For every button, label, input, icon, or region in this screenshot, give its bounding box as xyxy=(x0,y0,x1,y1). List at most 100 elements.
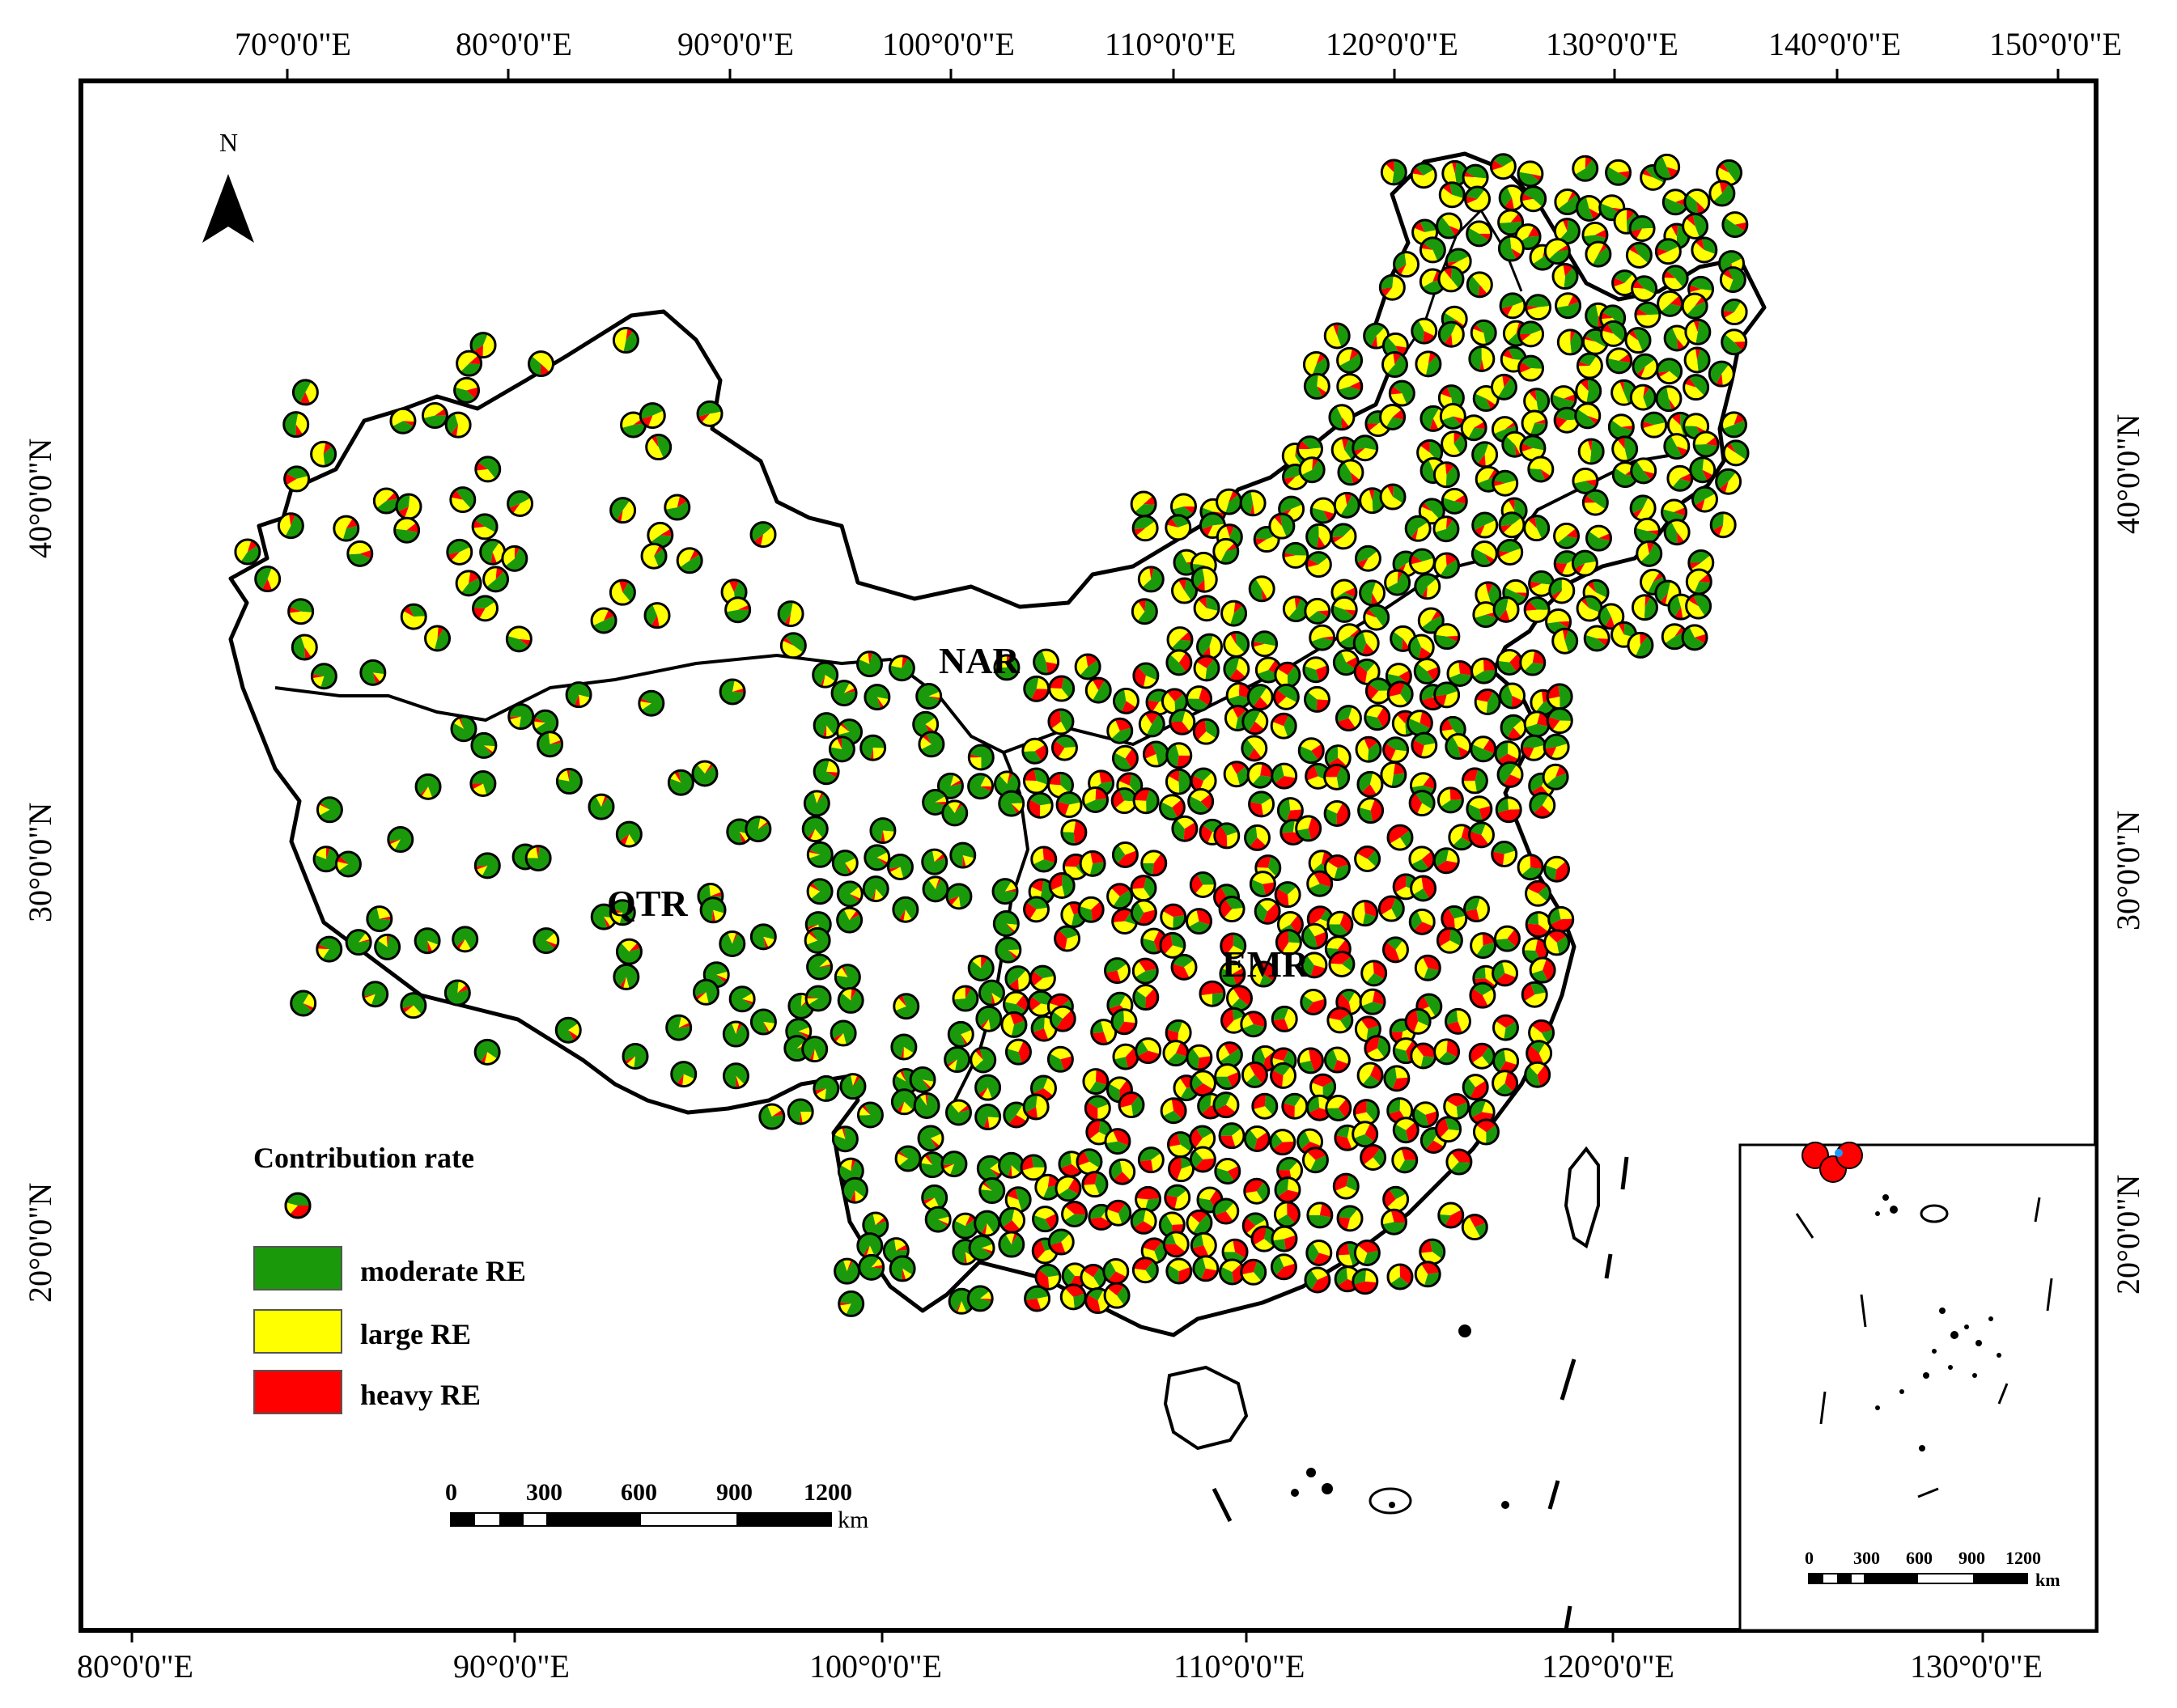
station-pie xyxy=(1414,1261,1441,1288)
inset-scale-tick-label: 300 xyxy=(1853,1548,1880,1568)
station-pie xyxy=(1441,430,1468,458)
station-pie xyxy=(1081,1171,1109,1198)
station-pie xyxy=(1356,770,1384,798)
station-pie xyxy=(1719,266,1746,294)
station-pie xyxy=(944,1099,972,1126)
station-pie xyxy=(501,545,528,572)
station-pie xyxy=(836,906,864,934)
legend-title: Contribution rate xyxy=(253,1142,474,1174)
scale-bar xyxy=(450,1512,832,1527)
north-arrow-icon xyxy=(202,174,254,243)
station-pie xyxy=(1186,1044,1213,1071)
scs-islands xyxy=(1291,1324,1509,1509)
inset-scale-tick-label: 600 xyxy=(1906,1548,1933,1568)
station-pie xyxy=(346,540,374,567)
station-pie xyxy=(1408,846,1436,873)
station-pie xyxy=(1189,871,1216,898)
station-pie xyxy=(310,663,337,690)
station-pie xyxy=(1437,1202,1465,1229)
station-pie xyxy=(1239,490,1267,517)
north-label: N xyxy=(219,128,239,157)
station-pie xyxy=(374,933,401,960)
station-pie xyxy=(453,376,481,404)
station-pie xyxy=(1218,896,1246,923)
station-pie xyxy=(1352,1099,1380,1126)
station-pie xyxy=(1470,735,1497,763)
station-pie xyxy=(1112,1043,1139,1070)
station-pie xyxy=(1581,489,1609,516)
left-axis-label: 40°0'0"N xyxy=(22,438,58,558)
station-pie xyxy=(1441,487,1468,515)
station-pie xyxy=(443,979,471,1007)
station-pie xyxy=(1497,235,1525,262)
station-pie xyxy=(1521,981,1548,1008)
station-pie xyxy=(667,769,694,796)
station-pie xyxy=(830,1019,857,1047)
station-pie xyxy=(831,1125,859,1153)
station-pie xyxy=(1527,456,1555,483)
station-pie xyxy=(1309,497,1337,524)
station-pie xyxy=(1165,1257,1193,1285)
top-axis-label: 130°0'0"E xyxy=(1546,26,1678,62)
station-pie xyxy=(1212,1197,1240,1225)
station-pie xyxy=(812,661,839,689)
station-pie xyxy=(1585,240,1612,268)
station-pie xyxy=(1663,433,1691,460)
station-pie xyxy=(1436,786,1464,814)
station-pie xyxy=(1691,485,1718,513)
station-pie xyxy=(1517,320,1545,348)
station-pie xyxy=(806,953,834,981)
station-pie xyxy=(590,607,617,634)
station-pie xyxy=(1437,384,1465,412)
station-pie xyxy=(1685,592,1712,620)
station-pie xyxy=(1408,548,1436,575)
scale-tick-label: 600 xyxy=(621,1479,657,1506)
station-pie xyxy=(945,883,973,910)
station-pie xyxy=(1048,872,1076,900)
station-pie xyxy=(1302,656,1330,684)
station-pie xyxy=(1629,494,1657,522)
top-axis-label: 120°0'0"E xyxy=(1326,26,1458,62)
station-pie xyxy=(1303,372,1330,400)
station-pie xyxy=(691,760,719,787)
station-pie xyxy=(1461,767,1488,795)
station-pie xyxy=(1162,1231,1190,1258)
station-pie xyxy=(692,978,719,1006)
scs-dashes xyxy=(1212,1156,1629,1631)
station-pie xyxy=(1577,438,1605,465)
station-pie xyxy=(1296,1047,1324,1074)
station-pie xyxy=(1634,301,1661,328)
station-pie xyxy=(1304,1266,1331,1294)
station-pie xyxy=(1300,988,1327,1015)
station-pie xyxy=(291,379,319,406)
station-pie xyxy=(1305,551,1332,579)
region-label-qtr: QTR xyxy=(607,883,688,924)
station-pie xyxy=(1721,299,1748,326)
station-pie xyxy=(1461,1214,1488,1241)
station-pie xyxy=(1683,374,1710,401)
station-pie xyxy=(1611,435,1639,463)
station-pie xyxy=(1034,1263,1062,1291)
station-pie xyxy=(620,411,647,439)
station-pie xyxy=(1433,552,1461,579)
station-pie xyxy=(1419,236,1446,264)
station-pie xyxy=(1309,624,1336,651)
station-pie xyxy=(1132,984,1160,1011)
station-pie xyxy=(1432,847,1460,875)
station-pie xyxy=(1636,540,1663,567)
station-pie xyxy=(813,1074,840,1102)
station-pie xyxy=(1244,824,1271,851)
station-pie xyxy=(1249,871,1276,898)
station-pie xyxy=(1525,879,1552,907)
station-pie xyxy=(1380,1208,1407,1235)
station-pie xyxy=(555,768,583,795)
station-pie xyxy=(1708,180,1736,207)
station-pie xyxy=(1414,954,1441,981)
station-pie xyxy=(813,758,840,786)
station-pie xyxy=(1625,241,1653,269)
station-pie xyxy=(1655,385,1683,413)
station-pie xyxy=(1274,1176,1301,1204)
station-pie xyxy=(1131,957,1159,985)
station-pie xyxy=(1386,1097,1414,1125)
station-pie xyxy=(507,490,534,517)
